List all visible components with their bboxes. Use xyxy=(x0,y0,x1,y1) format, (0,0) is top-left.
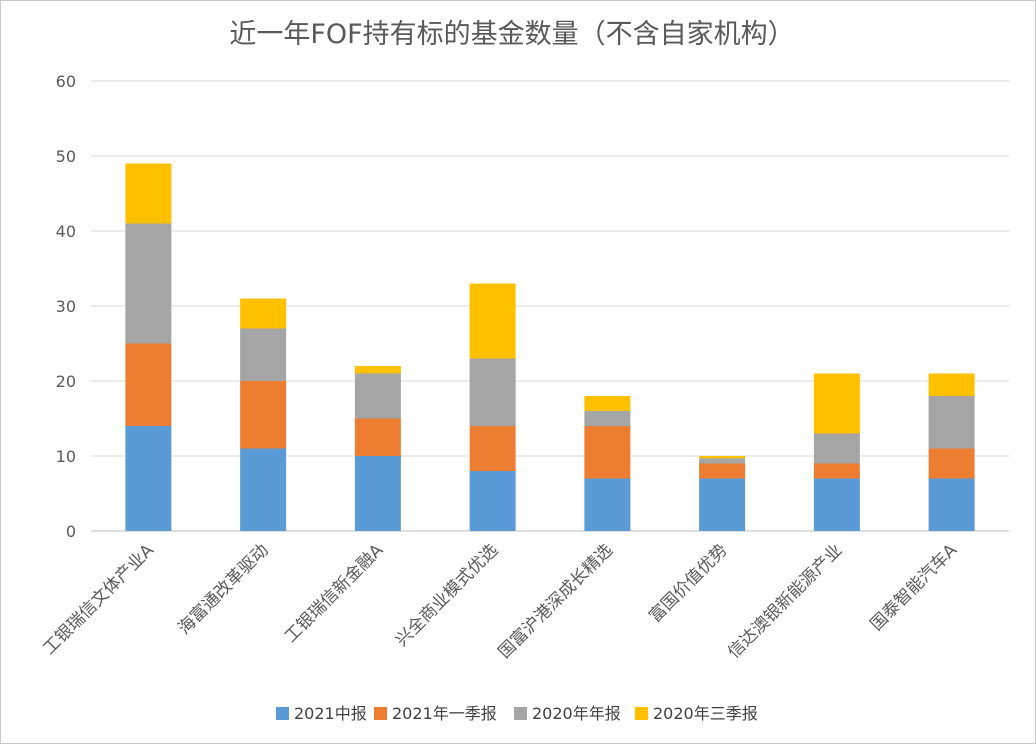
y-tick-label: 40 xyxy=(56,222,76,241)
y-tick-label: 20 xyxy=(56,372,76,391)
bar-segment xyxy=(469,426,516,471)
bar-segment xyxy=(584,478,631,531)
bar-segment xyxy=(240,448,287,531)
legend-label: 2020年年报 xyxy=(532,704,621,723)
bar-segment xyxy=(928,448,975,479)
bar-segment xyxy=(813,433,860,464)
y-tick-label: 50 xyxy=(56,147,76,166)
x-category-label: 工银瑞信新金融A xyxy=(281,540,388,647)
bar-segment xyxy=(125,223,172,344)
bar-segment xyxy=(469,283,516,359)
bar-segment xyxy=(928,478,975,531)
legend-label: 2021中报 xyxy=(294,704,367,723)
y-tick-label: 30 xyxy=(56,297,76,316)
x-axis-category-labels: 工银瑞信文体产业A 海富通改革驱动 工银瑞信新金融A 兴全商业模式优选国富沪港深成长精… xyxy=(39,540,961,663)
bar-segment xyxy=(240,298,287,329)
bar-segment xyxy=(584,396,631,411)
bar-segment xyxy=(354,373,401,419)
x-category-label: 工银瑞信文体产业A xyxy=(39,540,158,659)
y-tick-label: 0 xyxy=(66,522,76,541)
bar-segment xyxy=(125,426,172,531)
legend-label: 2020年三季报 xyxy=(653,704,758,723)
bar-segment xyxy=(699,458,746,464)
legend-swatch xyxy=(514,707,527,720)
bar-segment xyxy=(125,163,172,224)
x-category-label: 富国价值优势 xyxy=(645,540,731,626)
bar-segment xyxy=(699,478,746,531)
legend-swatch xyxy=(635,707,648,720)
x-category-label: 信达澳银新能源产业 xyxy=(724,540,846,662)
bar-segment xyxy=(240,381,287,449)
x-category-label: 兴全商业模式优选 xyxy=(392,540,502,650)
bar-segment xyxy=(469,471,516,531)
y-axis-ticks: 0 10 20 30 40 50 60 xyxy=(56,72,76,541)
bar-segment xyxy=(125,343,172,426)
bars xyxy=(125,163,975,531)
bar-segment xyxy=(584,411,631,426)
y-tick-label: 10 xyxy=(56,447,76,466)
x-category-label: 海富通改革驱动 xyxy=(174,540,272,638)
bar-segment xyxy=(584,426,631,479)
bar-segment xyxy=(813,478,860,531)
x-category-label: 国富沪港深成长精选 xyxy=(495,540,617,662)
bar-segment xyxy=(928,396,975,449)
chart-title: 近一年FOF持有标的基金数量（不含自家机构） xyxy=(229,19,794,50)
legend-swatch xyxy=(276,707,289,720)
bar-segment xyxy=(354,366,401,374)
legend: 2021中报 2021年一季报 2020年年报 2020年三季报 xyxy=(276,704,758,723)
bar-segment xyxy=(699,463,746,479)
gridlines xyxy=(91,80,1009,532)
bar-segment xyxy=(928,373,975,396)
bar-segment xyxy=(813,373,860,434)
legend-label: 2021年一季报 xyxy=(392,704,497,723)
bar-segment xyxy=(469,358,516,426)
bar-segment xyxy=(354,456,401,531)
legend-swatch xyxy=(374,707,387,720)
bar-segment xyxy=(699,456,746,459)
bar-segment xyxy=(240,328,287,381)
x-category-label: 国泰智能汽车A xyxy=(867,540,962,635)
bar-segment xyxy=(354,418,401,456)
bar-segment xyxy=(813,463,860,479)
y-tick-label: 60 xyxy=(56,72,76,91)
